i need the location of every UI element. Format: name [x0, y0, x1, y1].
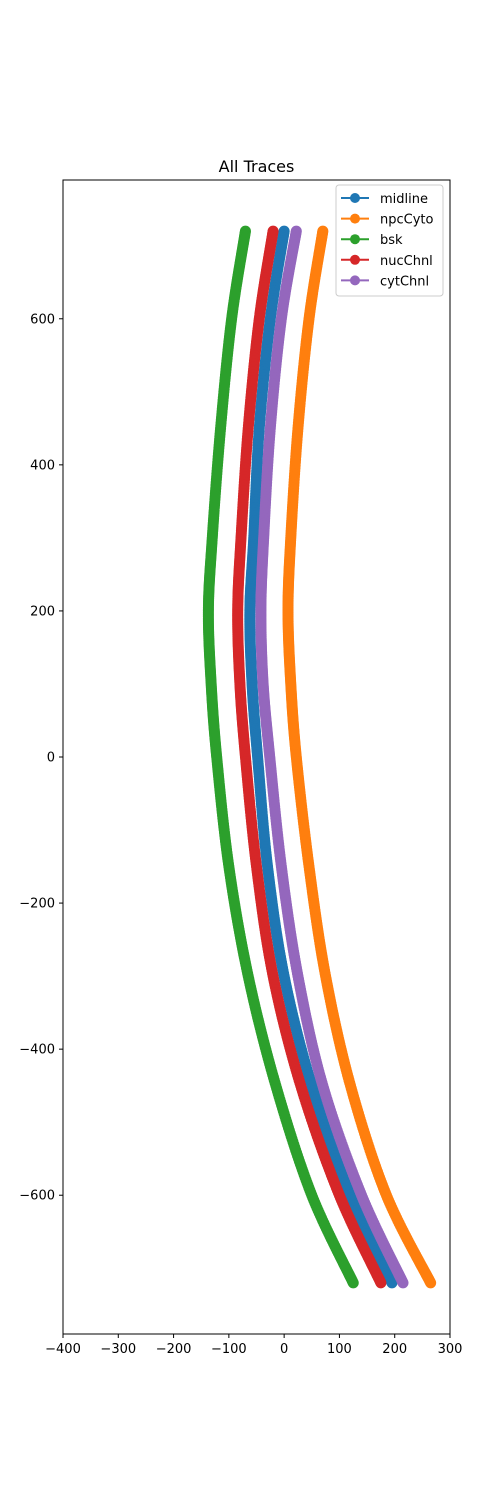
x-tick-label: 100 [327, 1342, 352, 1357]
x-tick-label: −200 [156, 1342, 192, 1357]
traces-group [202, 225, 437, 1289]
y-axis: −600 −400 −200 0 200 400 600 [19, 312, 63, 1204]
x-tick-label: −400 [45, 1342, 81, 1357]
x-tick-label: 300 [438, 1342, 463, 1357]
data-point-cytChnl [397, 1277, 409, 1289]
y-tick-label: −400 [19, 1043, 55, 1058]
chart-title: All Traces [219, 157, 295, 176]
legend-marker [350, 213, 360, 224]
series-midline [244, 225, 398, 1289]
legend-marker [350, 193, 360, 203]
y-tick-label: 200 [30, 604, 55, 619]
legend-item-midline: midline [341, 192, 428, 207]
x-tick-label: −100 [211, 1342, 247, 1357]
y-tick-label: −200 [19, 897, 55, 912]
legend-item-nucChnl: nucChnl [341, 254, 433, 269]
legend-item-bsk: bsk [341, 233, 403, 248]
x-tick-label: 0 [280, 1342, 288, 1357]
legend-marker [350, 234, 360, 245]
data-point-npcCyto [425, 1277, 437, 1289]
x-axis: −400 −300 −200 −100 0 100 200 300 [45, 1334, 462, 1357]
legend-label: cytChnl [380, 274, 429, 289]
legend-label: npcCyto [380, 213, 434, 228]
legend-item-npcCyto: npcCyto [341, 213, 434, 228]
legend-label: bsk [380, 233, 403, 248]
data-point-nucChnl [375, 1277, 387, 1289]
series-bsk [202, 225, 359, 1289]
series-nucChnl [232, 225, 387, 1289]
data-point-midline [386, 1277, 398, 1289]
legend-item-cytChnl: cytChnl [341, 274, 429, 289]
series-npcCyto [282, 225, 437, 1289]
legend-marker [350, 254, 360, 265]
x-tick-label: −300 [100, 1342, 136, 1357]
y-tick-label: 400 [30, 458, 55, 473]
y-tick-label: 600 [30, 312, 55, 327]
legend-label: nucChnl [380, 254, 433, 269]
series-cytChnl [255, 225, 409, 1289]
legend-marker [350, 275, 360, 286]
data-point-bsk [347, 1277, 359, 1289]
y-tick-label: −600 [19, 1189, 55, 1204]
legend-label: midline [380, 192, 428, 207]
legend: midline npcCyto bsk nucChnl cytChnl [335, 184, 444, 297]
x-tick-label: 200 [382, 1342, 407, 1357]
legend-box [335, 184, 444, 297]
y-tick-label: 0 [47, 751, 55, 766]
